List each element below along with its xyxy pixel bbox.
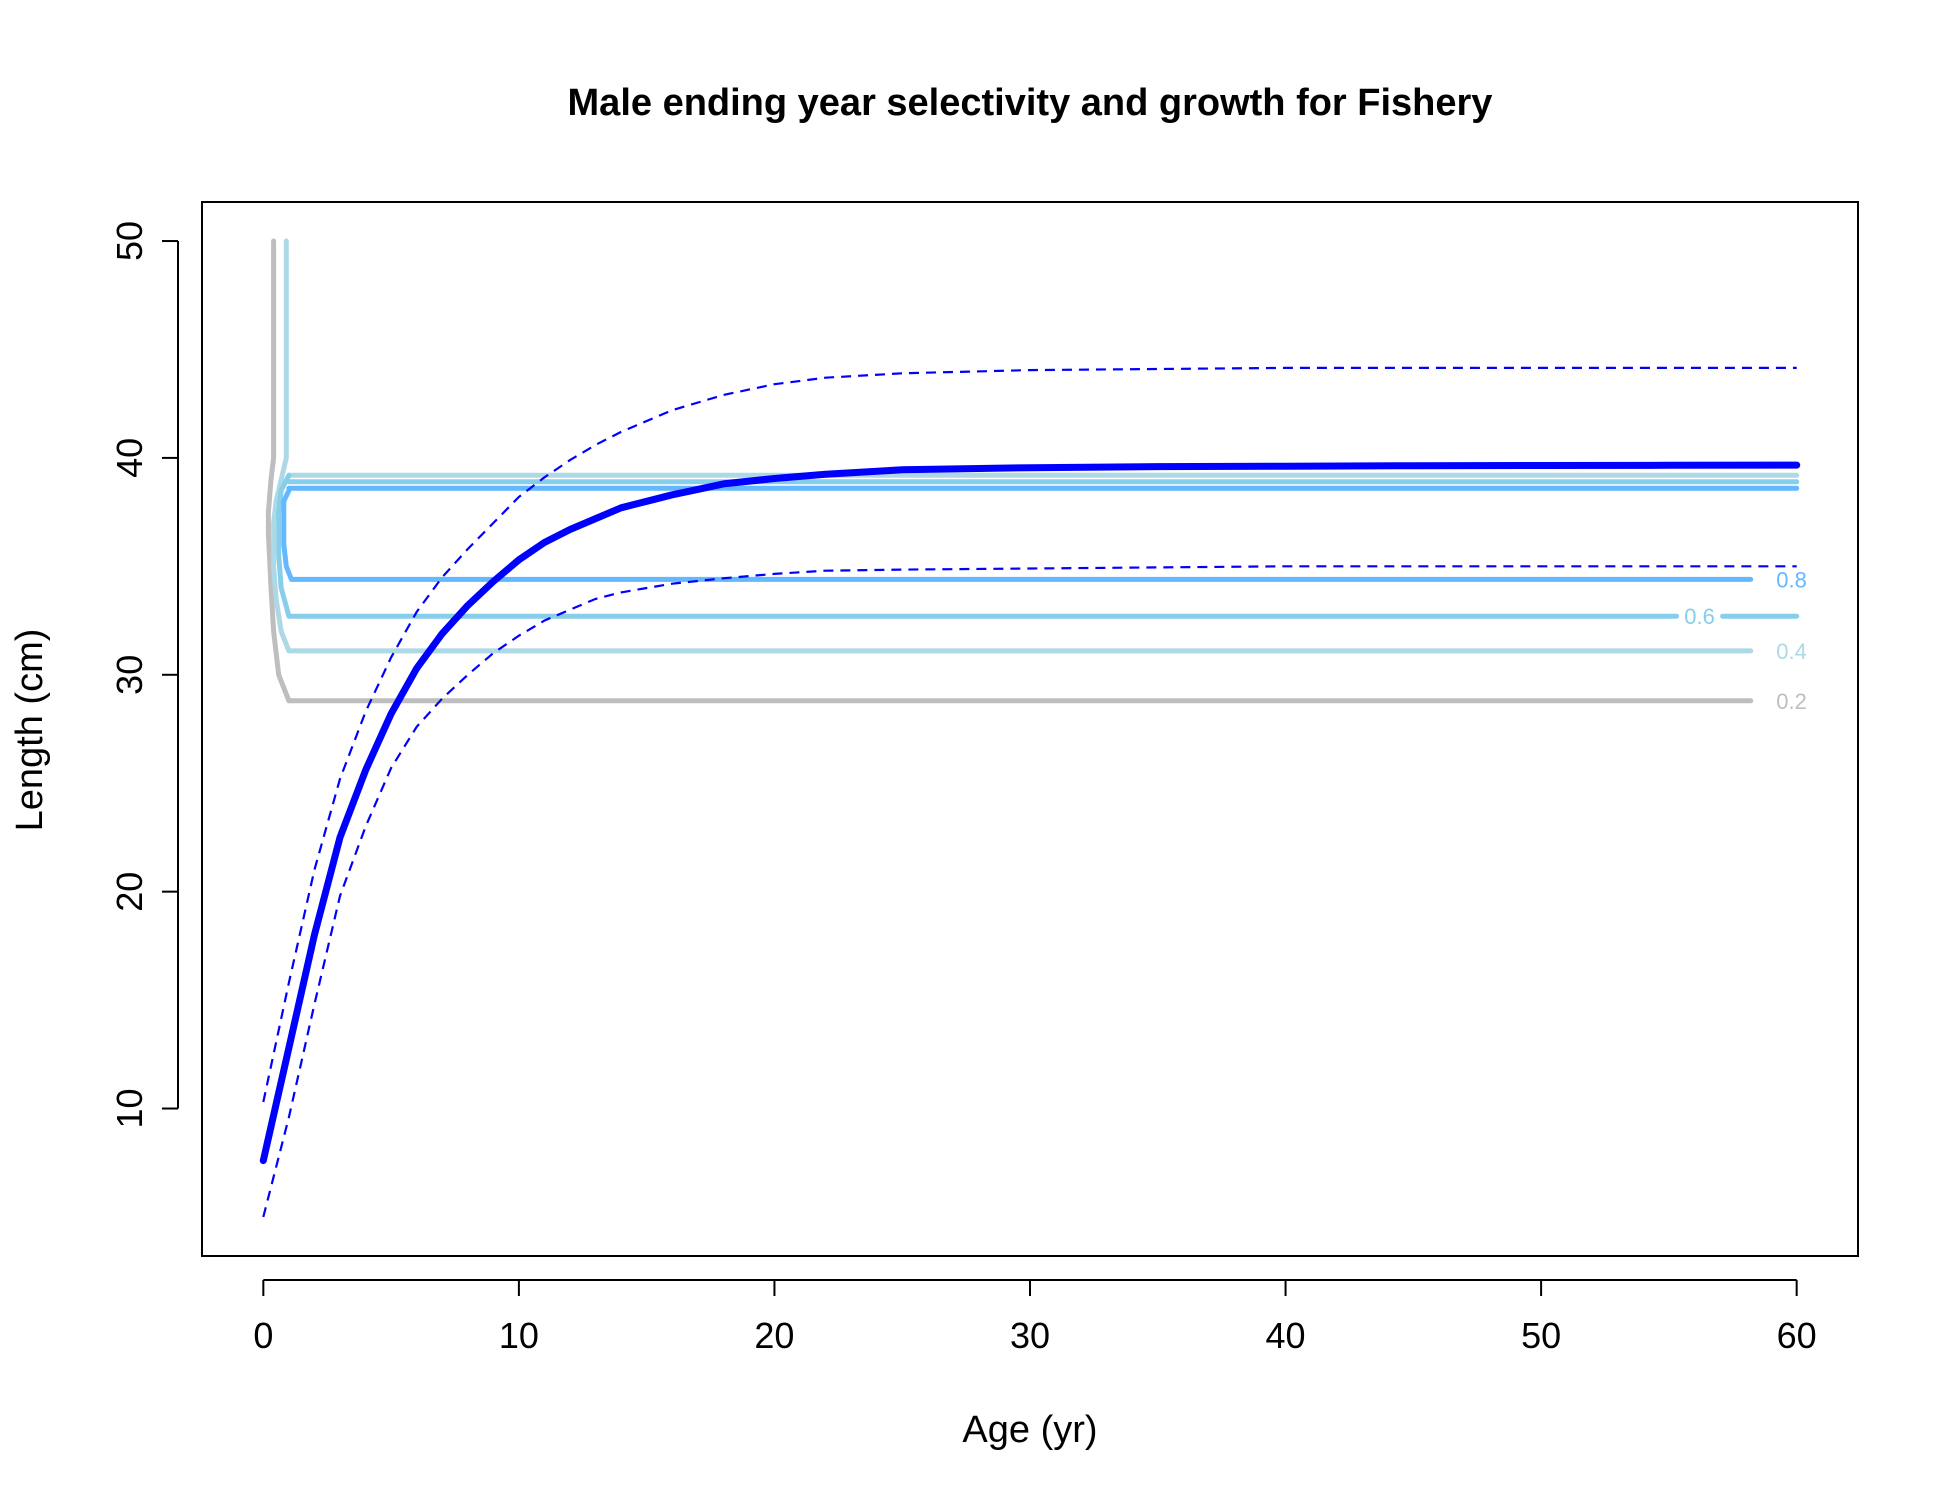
contour-0.8-segment-0	[281, 487, 1754, 582]
x-tick-label-30: 30	[1010, 1315, 1050, 1356]
y-tick-label-30: 30	[109, 655, 150, 695]
selectivity-contours	[265, 238, 1800, 704]
y-axis-label: Length (cm)	[9, 629, 51, 832]
x-tick-label-60: 60	[1777, 1315, 1817, 1356]
growth-curve	[259, 461, 1801, 1165]
x-tick-label-20: 20	[754, 1315, 794, 1356]
y-axis: 10 20 30 40 50	[109, 221, 179, 1129]
contour-label-0.6: 0.6	[1684, 604, 1715, 629]
x-tick-label-40: 40	[1266, 1315, 1306, 1356]
plot-frame	[201, 201, 1859, 1257]
contour-labels: 0.2 0.4 0.6 0.8	[1684, 567, 1807, 713]
y-tick-label-20: 20	[109, 872, 150, 912]
growth-upper-line	[262, 366, 1797, 1103]
contour-0.6-segment-0	[276, 472, 1680, 619]
growth-lower-line	[262, 565, 1797, 1218]
y-tick-label-40: 40	[109, 438, 150, 478]
contour-0.4-segment-0	[271, 238, 1754, 654]
x-tick-label-10: 10	[499, 1315, 539, 1356]
chart-title: Male ending year selectivity and growth …	[568, 82, 1493, 124]
x-axis: 0 10 20 30 40 50 60	[253, 1279, 1817, 1356]
contour-label-0.4: 0.4	[1776, 639, 1807, 664]
contour-label-0.2: 0.2	[1776, 689, 1807, 714]
x-axis-label: Age (yr)	[962, 1409, 1097, 1451]
contour-0.2-segment-0	[265, 238, 1754, 704]
growth-lines	[259, 366, 1801, 1218]
contour-label-0.8: 0.8	[1776, 567, 1807, 592]
y-tick-label-50: 50	[109, 221, 150, 261]
x-tick-label-50: 50	[1521, 1315, 1561, 1356]
plot-area: 0.2 0.4 0.6 0.8	[201, 201, 1859, 1257]
y-tick-label-10: 10	[109, 1088, 150, 1128]
x-tick-label-0: 0	[253, 1315, 273, 1356]
